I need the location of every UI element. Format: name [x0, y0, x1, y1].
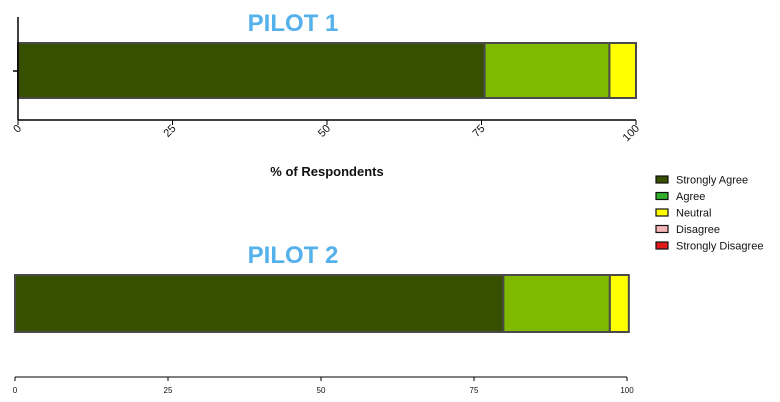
x-tick-label: 100 — [620, 386, 634, 395]
bar-segment-neutral — [608, 274, 630, 333]
x-tick-label: 75 — [470, 386, 479, 395]
bar-segment-strongly-agree — [14, 274, 505, 333]
legend-swatch — [655, 208, 669, 217]
legend-swatch — [655, 241, 669, 250]
legend-label: Strongly Agree — [676, 175, 748, 187]
x-tick-label: 25 — [164, 386, 173, 395]
bar-segment-agree — [502, 274, 611, 333]
legend-label: Strongly Disagree — [676, 241, 763, 253]
chart-pilot-1: PILOT 1 % of Respondents 0 25 50 75 100 — [11, 10, 642, 179]
bar-segment-strongly-agree — [17, 42, 486, 99]
chart-pilot-2: PILOT 2 0 25 50 75 100 — [13, 242, 634, 395]
legend-label: Agree — [676, 191, 705, 203]
x-tick-label: 100 — [621, 123, 642, 144]
chart-title: PILOT 2 — [248, 242, 339, 269]
bar-segment-agree — [483, 42, 611, 99]
legend-label: Neutral — [676, 208, 711, 220]
legend-swatch — [655, 175, 669, 184]
legend: Strongly Agree Agree Neutral Disagree Strong… — [655, 175, 763, 253]
x-tick-label: 0 — [13, 386, 18, 395]
legend-swatch — [655, 224, 669, 234]
x-tick-label: 25 — [161, 123, 178, 140]
x-axis-label: % of Respondents — [270, 164, 383, 179]
x-tick-label: 50 — [316, 123, 333, 140]
chart-title: PILOT 1 — [248, 10, 339, 37]
x-tick-label: 75 — [470, 123, 487, 140]
legend-label: Disagree — [676, 224, 720, 236]
legend-swatch — [655, 191, 669, 201]
x-tick-label: 50 — [317, 386, 326, 395]
bar-segment-neutral — [608, 42, 638, 99]
